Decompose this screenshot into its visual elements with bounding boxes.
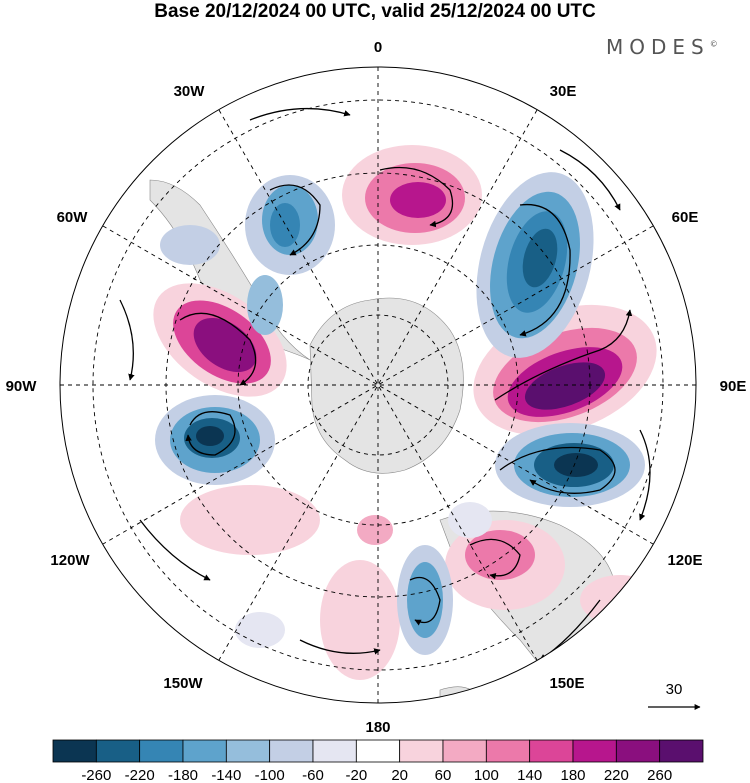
colorbar-swatch xyxy=(95,739,141,763)
colorbar-tick-label: -60 xyxy=(302,767,324,783)
brand-mark: © xyxy=(709,39,718,49)
lon-label-90e: 90E xyxy=(720,378,747,395)
new-zealand-land xyxy=(439,686,481,703)
colorbar-swatch xyxy=(182,739,227,763)
colorbar-tick-label: 20 xyxy=(391,767,408,783)
colorbar-swatch xyxy=(312,739,357,763)
streamlines xyxy=(119,107,651,661)
lon-label-150e: 150E xyxy=(549,675,584,692)
meridians xyxy=(60,67,696,703)
colorbar-tick-label: -180 xyxy=(168,767,198,783)
lon-label-30e: 30E xyxy=(550,83,577,100)
colorbar-swatch xyxy=(659,739,704,763)
colorbar-swatch xyxy=(355,739,401,763)
longitude-labels: 0 30E 60E 90E 120E 150E 180 150W 120W 90… xyxy=(6,39,747,736)
colorbar-swatch xyxy=(485,739,531,763)
lon-label-30w: 30W xyxy=(174,83,206,100)
colorbar-tick-label: -260 xyxy=(81,767,111,783)
lon-label-150w: 150W xyxy=(163,675,203,692)
colorbar-tick-label: 260 xyxy=(647,767,672,783)
colorbar-swatch xyxy=(529,739,574,763)
anomaly-pos-south xyxy=(320,560,400,680)
map-title: Base 20/12/2024 00 UTC, valid 25/12/2024… xyxy=(154,1,596,22)
colorbar-tick-label: 140 xyxy=(517,767,542,783)
lon-label-90w: 90W xyxy=(6,378,38,395)
antarctica-land xyxy=(309,297,464,474)
negative-anomalies xyxy=(155,172,645,655)
colorbar-swatch xyxy=(225,739,271,763)
colorbar-tick-label: -20 xyxy=(345,767,367,783)
colorbar-swatch xyxy=(399,739,444,763)
brand-name: MODES xyxy=(606,35,710,59)
colorbar-swatch xyxy=(572,739,617,763)
colorbar-swatch xyxy=(442,739,487,763)
reference-vector-label: 30 xyxy=(666,681,683,698)
colorbar-swatch xyxy=(139,739,184,763)
colorbar-swatch xyxy=(269,739,314,763)
lon-label-120e: 120E xyxy=(667,552,702,569)
colorbar-tick-label: 60 xyxy=(435,767,452,783)
lon-label-180: 180 xyxy=(365,719,390,736)
lon-label-60w: 60W xyxy=(57,209,89,226)
reference-vector: 30 xyxy=(648,681,701,710)
colorbar-tick-label: 220 xyxy=(604,767,629,783)
lon-label-0: 0 xyxy=(374,39,382,56)
colorbar-swatch xyxy=(615,739,661,763)
map-border xyxy=(59,66,697,704)
colorbar-tick-label: -140 xyxy=(211,767,241,783)
colorbar-tick-label: 180 xyxy=(560,767,585,783)
brand-logo: MODES© xyxy=(606,35,718,59)
colorbar-swatch xyxy=(52,739,97,763)
lon-label-60e: 60E xyxy=(672,209,699,226)
colorbar-tick-label: 100 xyxy=(474,767,499,783)
colorbar-tick-label: -220 xyxy=(125,767,155,783)
lon-label-120w: 120W xyxy=(50,552,90,569)
colorbar-tick-label: -100 xyxy=(255,767,285,783)
colorbar: -260 -220 -180 -140 -100 -60 -20 20 60 100 140 180 2… xyxy=(52,739,704,783)
